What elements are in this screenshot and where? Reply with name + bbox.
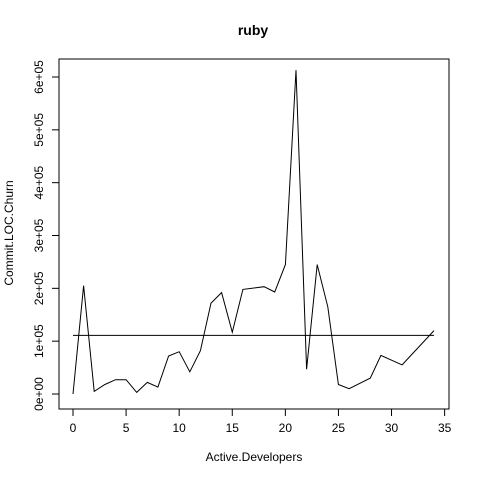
x-tick-label: 5: [123, 421, 130, 435]
x-axis-label: Active.Developers: [206, 450, 303, 464]
y-tick-label: 1e+05: [32, 324, 46, 358]
plot-area: [72, 70, 435, 395]
y-tick-label: 3e+05: [32, 218, 46, 252]
x-tick-label: 20: [279, 421, 293, 435]
x-axis: 0 5 10 15 20 25 30 35: [70, 408, 452, 435]
y-tick-label: 5e+05: [32, 113, 46, 147]
x-tick-label: 10: [172, 421, 186, 435]
x-tick-label: 35: [438, 421, 452, 435]
y-tick-label: 0e+00: [32, 377, 46, 411]
y-tick-label: 6e+05: [32, 60, 46, 94]
chart-title: ruby: [238, 22, 269, 38]
x-tick-label: 0: [70, 421, 77, 435]
y-tick-label: 4e+05: [32, 165, 46, 199]
y-tick-label: 2e+05: [32, 271, 46, 305]
series-line: [72, 70, 435, 395]
y-axis: 0e+00 1e+05 2e+05 3e+05 4e+05 5e+05 6e+05: [32, 60, 60, 411]
x-tick-label: 15: [226, 421, 240, 435]
y-axis-label: Commit.LOC.Churn: [2, 180, 16, 285]
plot-frame: [58, 58, 450, 410]
x-tick-label: 30: [385, 421, 399, 435]
x-tick-label: 25: [332, 421, 346, 435]
